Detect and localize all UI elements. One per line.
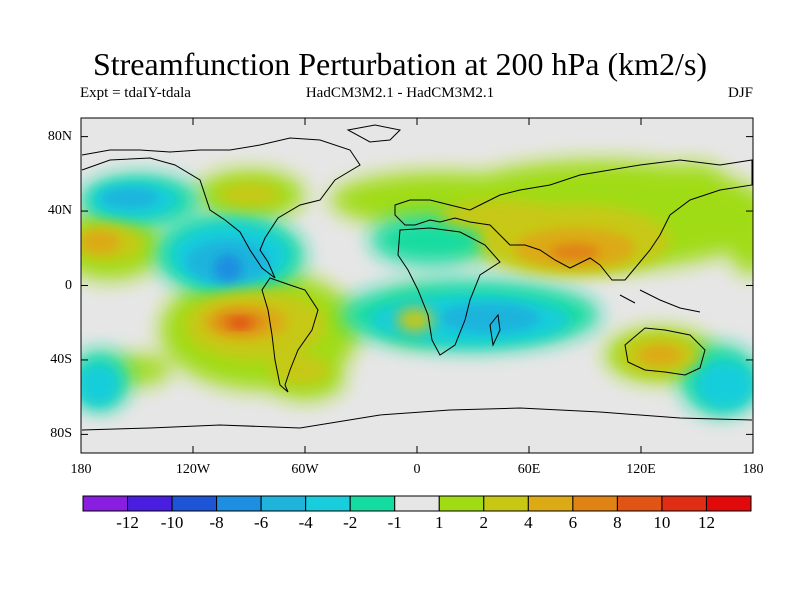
season-label: DJF — [727, 85, 753, 101]
lon-tick-label: 120E — [626, 462, 656, 477]
lon-tick-label: 60W — [291, 462, 319, 477]
lon-ticks — [80, 118, 754, 453]
colorbar-swatch — [527, 495, 574, 512]
colorbar-label: 6 — [568, 513, 578, 532]
colorbar-swatch — [305, 495, 351, 512]
colorbar-label: 2 — [479, 513, 489, 532]
colorbar-label: -4 — [298, 513, 313, 532]
lat-ticks — [81, 136, 753, 435]
colorbar-label: -12 — [116, 513, 139, 532]
colorbar-swatch — [394, 495, 440, 512]
colorbar — [82, 495, 752, 512]
colorbar-swatch — [438, 495, 485, 512]
lon-tick-label: 180 — [70, 462, 92, 477]
colorbar-label: -6 — [254, 513, 269, 532]
colorbar-swatch — [349, 495, 396, 512]
colorbar-swatch — [572, 495, 618, 512]
lon-tick-label: 180 — [742, 462, 764, 477]
colorbar-label: -2 — [343, 513, 358, 532]
colorbar-swatch — [705, 495, 752, 512]
lat-tick-label: 80S — [50, 426, 72, 442]
colorbar-label: -1 — [387, 513, 402, 532]
contour-fill — [81, 124, 753, 431]
contour-level-orange — [81, 228, 682, 365]
experiment-label: Expt = tdaIY-tdala — [80, 85, 191, 101]
lon-tick-label: 60E — [517, 462, 541, 477]
contour-level-darkblue — [214, 254, 242, 282]
colorbar-swatch — [216, 495, 262, 512]
colorbar-label: 10 — [653, 513, 671, 532]
colorbar-label: 4 — [524, 513, 533, 532]
lon-tick-label: 120W — [175, 462, 211, 477]
lon-tick-label: 0 — [413, 462, 421, 477]
colorbar-label: 12 — [697, 513, 715, 532]
lat-tick-label: 40N — [47, 203, 72, 219]
colorbar-label: 1 — [435, 513, 444, 532]
colorbar-swatch — [616, 495, 663, 512]
colorbar-swatch — [661, 495, 707, 512]
lat-tick-label: 0 — [65, 277, 72, 293]
models-label: HadCM3M2.1 - HadCM3M2.1 — [305, 85, 495, 101]
contour-level-red — [229, 317, 251, 329]
colorbar-label: -8 — [209, 513, 224, 532]
colorbar-swatch — [483, 495, 529, 512]
colorbar-swatch — [171, 495, 218, 512]
lat-tick-label: 40S — [50, 351, 72, 367]
plot-title: Streamfunction Perturbation at 200 hPa (… — [92, 46, 708, 82]
colorbar-label: -10 — [160, 513, 184, 532]
colorbar-label: 8 — [613, 513, 622, 532]
colorbar-swatch — [260, 495, 307, 512]
lat-tick-label: 80N — [47, 128, 72, 144]
colorbar-swatch — [127, 495, 173, 512]
colorbar-swatch — [82, 495, 129, 512]
coastlines — [81, 124, 753, 431]
